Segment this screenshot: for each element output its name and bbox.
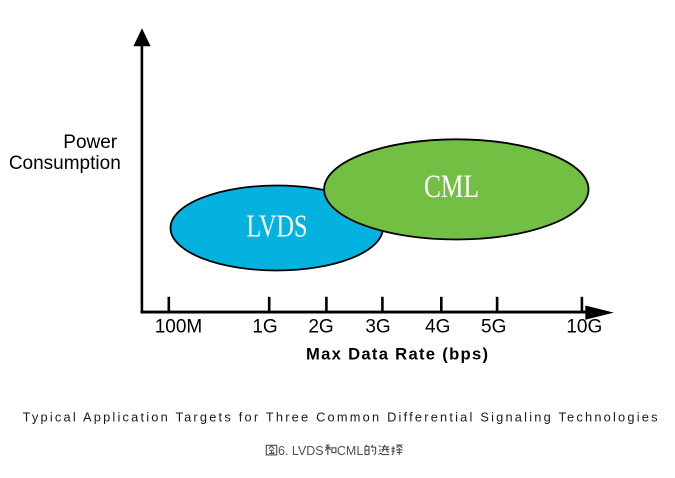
svg-text:10G: 10G (566, 317, 602, 338)
svg-text:Power: Power (63, 132, 118, 153)
svg-text:Max Data Rate (bps): Max Data Rate (bps) (306, 344, 488, 363)
svg-text:100M: 100M (155, 317, 203, 338)
svg-text:LVDS: LVDS (247, 210, 308, 245)
svg-text:1G: 1G (252, 317, 277, 338)
svg-text:3G: 3G (365, 317, 390, 338)
svg-text:CML: CML (424, 169, 479, 205)
svg-text:5G: 5G (481, 317, 506, 338)
svg-text:CML: CML (337, 444, 363, 458)
svg-text:4G: 4G (425, 317, 450, 338)
svg-text:Typical Application Targets fo: Typical Application Targets for Three Co… (23, 409, 658, 424)
svg-text:6. LVDS: 6. LVDS (278, 444, 324, 458)
svg-text:2G: 2G (308, 317, 333, 338)
svg-text:Consumption: Consumption (9, 153, 121, 174)
